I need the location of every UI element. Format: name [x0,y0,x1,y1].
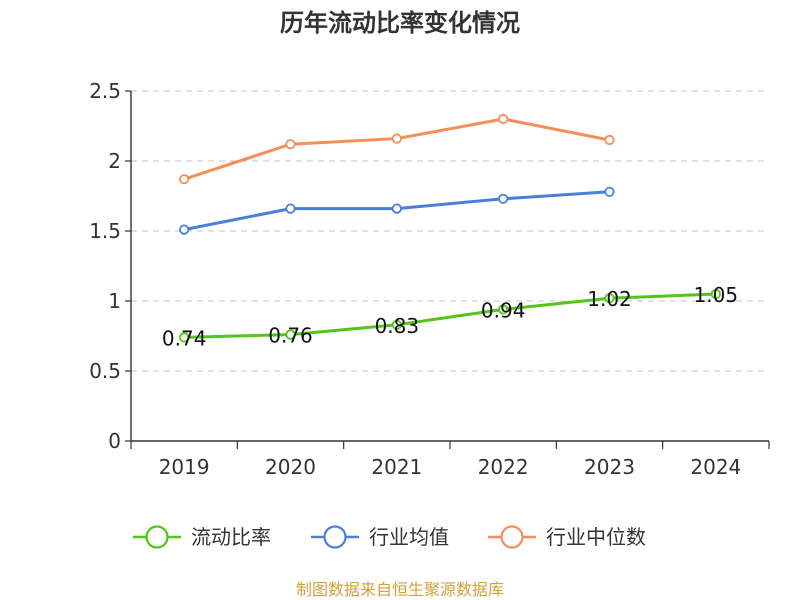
y-tick-label: 0 [108,429,121,453]
data-point-current-ratio [179,332,190,343]
data-point-current-ratio [604,293,615,304]
data-labels: 0.74 0.76 0.83 0.94 1.02 1.05 [162,283,738,350]
data-point-industry-average [604,186,615,197]
data-point-current-ratio [285,329,296,340]
x-tick-label: 2021 [371,455,422,479]
source-note: 制图数据来自恒生聚源数据库 [296,580,504,599]
y-tick-label: 1 [108,289,121,313]
data-point-industry-median [604,134,615,146]
data-point-current-ratio [498,304,509,315]
data-point-industry-median [498,113,509,125]
data-label-current-ratio: 0.76 [268,324,313,348]
data-point-industry-average [179,224,190,235]
data-label-current-ratio: 1.05 [694,283,739,307]
series-layer [179,113,721,343]
y-tick-label: 0.5 [89,359,121,383]
x-tick-label: 2019 [159,455,210,479]
legend-label-industry-median: 行业中位数 [546,525,646,549]
data-point-industry-median [179,174,190,185]
y-tick-label: 2.5 [89,79,121,103]
legend-label-industry-average: 行业均值 [369,525,449,549]
data-point-industry-average [498,193,509,204]
data-point-industry-average [391,203,402,214]
legend-marker-current-ratio [145,525,169,549]
x-tick-label: 2024 [690,455,741,479]
data-point-industry-median [391,133,402,144]
data-label-current-ratio: 0.83 [375,314,420,338]
axes: 0 0.5 1 1.5 2 2.5 2019 2020 2021 2022 2023 2024 [89,79,770,479]
x-tick-label: 2023 [584,455,635,479]
data-point-current-ratio [710,288,721,300]
legend: 流动比率 行业均值 行业中位数 [133,525,646,549]
y-tick-label: 2 [108,149,121,173]
data-point-industry-average [285,203,296,214]
legend-marker-industry-median [500,525,524,549]
data-point-current-ratio [391,319,402,330]
chart-title: 历年流动比率变化情况 [280,9,520,37]
grid-lines [131,90,769,372]
series-line-industry-median [182,117,611,181]
data-label-current-ratio: 0.94 [481,298,526,322]
legend-marker-industry-average [323,525,347,549]
legend-label-current-ratio: 流动比率 [191,525,271,549]
x-tick-label: 2022 [478,455,529,479]
data-label-current-ratio: 1.02 [587,287,632,311]
series-line-current-ratio [182,292,718,339]
y-tick-label: 1.5 [89,219,121,243]
data-point-industry-median [285,139,296,150]
x-tick-label: 2020 [265,455,316,479]
data-label-current-ratio: 0.74 [162,326,207,350]
